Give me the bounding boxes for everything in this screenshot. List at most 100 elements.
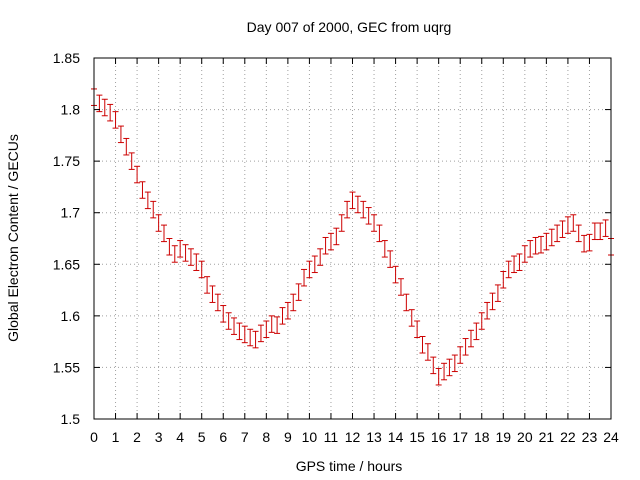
data-point-error-bar — [322, 236, 329, 255]
x-tick-label: 6 — [219, 429, 227, 445]
y-tick-label: 1.8 — [61, 102, 81, 118]
data-point-error-bar — [155, 214, 162, 232]
data-point-error-bar — [117, 125, 124, 144]
data-point-error-bar — [521, 245, 528, 263]
x-tick-label: 9 — [284, 429, 292, 445]
y-tick-label: 1.7 — [61, 205, 81, 221]
x-tick-label: 12 — [345, 429, 361, 445]
x-tick-label: 10 — [302, 429, 318, 445]
data-point-error-bar — [516, 253, 523, 271]
data-point-error-bar — [96, 94, 103, 113]
data-point-error-bar — [489, 292, 496, 311]
data-point-error-bar — [414, 320, 421, 339]
data-point-error-bar — [430, 356, 437, 375]
data-point-error-bar — [537, 235, 544, 254]
data-point-error-bar — [575, 224, 582, 243]
data-point-error-bar — [274, 316, 281, 334]
data-point-error-bar — [101, 98, 108, 117]
data-point-error-bar — [263, 320, 270, 339]
data-point-error-bar — [403, 293, 410, 312]
data-point-error-bar — [564, 216, 571, 234]
x-tick-label: 3 — [155, 429, 163, 445]
data-point-error-bar — [134, 165, 141, 184]
data-point-error-bar — [306, 260, 313, 279]
data-point-error-bar — [150, 200, 157, 219]
x-tick-label: 1 — [112, 429, 120, 445]
data-point-error-bar — [419, 335, 426, 354]
x-tick-label: 4 — [176, 429, 184, 445]
grid — [94, 58, 611, 419]
data-point-error-bar — [295, 283, 302, 301]
data-point-error-bar — [360, 200, 367, 219]
data-point-error-bar — [543, 232, 550, 251]
data-point-error-bar — [554, 224, 561, 243]
data-point-error-bar — [279, 307, 286, 325]
data-point-error-bar — [376, 224, 383, 243]
error-bars — [91, 88, 614, 386]
x-axis-label: GPS time / hours — [296, 458, 403, 474]
x-tick-label: 18 — [474, 429, 490, 445]
x-tick-label: 17 — [452, 429, 468, 445]
data-point-error-bar — [408, 309, 415, 327]
data-point-error-bar — [214, 293, 221, 312]
data-point-error-bar — [198, 260, 205, 279]
y-tick-label: 1.6 — [61, 308, 81, 324]
data-point-error-bar — [532, 236, 539, 255]
data-point-error-bar — [548, 228, 555, 247]
axis-ticks: 0 1 2 3 4 5 6 7 8 9 10 11 12 13 14 15 16 17 18 19 20 21 22 23 24… — [53, 50, 619, 445]
chart-title: Day 007 of 2000, GEC from uqrg — [247, 19, 452, 35]
data-point-error-bar — [478, 312, 485, 330]
data-point-error-bar — [354, 195, 361, 214]
x-tick-label: 22 — [560, 429, 576, 445]
data-point-error-bar — [597, 222, 604, 241]
data-point-error-bar — [505, 260, 512, 279]
y-axis-label: Global Electron Content / GECUs — [5, 134, 21, 342]
data-point-error-bar — [327, 232, 334, 251]
data-point-error-bar — [220, 305, 227, 323]
data-point-error-bar — [317, 248, 324, 266]
data-point-error-bar — [182, 244, 189, 262]
data-point-error-bar — [333, 227, 340, 246]
data-point-error-bar — [161, 224, 168, 243]
x-tick-label: 0 — [90, 429, 98, 445]
data-point-error-bar — [344, 200, 351, 219]
data-point-error-bar — [209, 285, 216, 303]
y-tick-label: 1.85 — [53, 50, 80, 66]
x-tick-label: 14 — [388, 429, 404, 445]
data-point-error-bar — [290, 293, 297, 312]
data-point-error-bar — [225, 312, 232, 330]
data-point-error-bar — [171, 245, 178, 263]
data-point-error-bar — [257, 324, 264, 343]
x-tick-label: 11 — [324, 429, 339, 445]
y-tick-label: 1.55 — [53, 359, 80, 375]
data-point-error-bar — [128, 152, 135, 170]
data-point-error-bar — [397, 278, 404, 296]
data-point-error-bar — [123, 137, 130, 156]
x-tick-label: 20 — [517, 429, 533, 445]
data-point-error-bar — [301, 268, 308, 287]
data-point-error-bar — [387, 250, 394, 268]
x-tick-label: 24 — [603, 429, 619, 445]
data-point-error-bar — [527, 240, 534, 258]
data-point-error-bar — [570, 214, 577, 232]
data-point-error-bar — [311, 255, 318, 274]
data-point-error-bar — [268, 315, 275, 333]
data-point-error-bar — [193, 253, 200, 271]
data-point-error-bar — [392, 265, 399, 284]
data-point-error-bar — [144, 191, 151, 210]
data-point-error-bar — [467, 329, 474, 348]
data-point-error-bar — [204, 276, 211, 294]
data-point-error-bar — [231, 317, 238, 335]
data-point-error-bar — [586, 233, 593, 252]
data-point-error-bar — [349, 191, 356, 210]
x-tick-label: 7 — [241, 429, 249, 445]
data-point-error-bar — [435, 367, 442, 386]
x-tick-label: 8 — [262, 429, 270, 445]
data-point-error-bar — [446, 358, 453, 377]
data-point-error-bar — [338, 214, 345, 232]
data-point-error-bar — [139, 181, 146, 199]
data-point-error-bar — [371, 214, 378, 232]
y-tick-label: 1.5 — [61, 411, 81, 427]
x-tick-label: 5 — [198, 429, 206, 445]
